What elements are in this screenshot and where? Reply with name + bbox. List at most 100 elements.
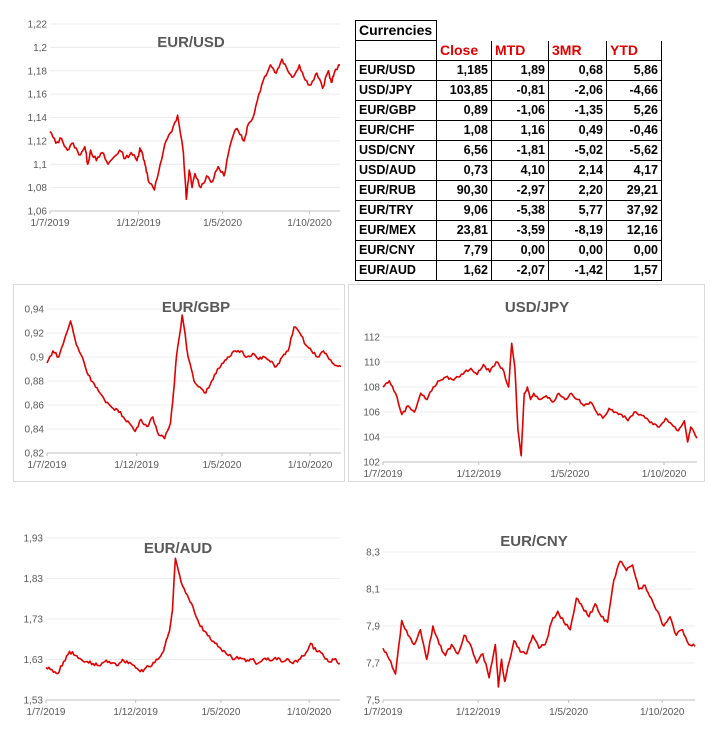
row-close: 0,89 xyxy=(436,100,492,121)
row-ytd: -4,66 xyxy=(606,80,662,101)
y-tick-label: 1,08 xyxy=(28,183,48,194)
x-tick-label: 1/7/2019 xyxy=(28,460,67,471)
chart-panel-eur-cny: 7,5 7,7 7,9 8,1 8,3 1/7/2019 1/12/2019 1/5/2020… xyxy=(348,525,705,730)
x-tick-label: 1/10/2020 xyxy=(287,218,332,229)
row-close: 103,85 xyxy=(436,80,492,101)
row-pair: EUR/CNY xyxy=(355,240,437,261)
y-tick-label: 7,9 xyxy=(366,622,380,633)
table-header-ytd: YTD xyxy=(606,40,662,61)
row-mtd: 0,00 xyxy=(491,240,549,261)
y-tick-label: 1,16 xyxy=(28,90,48,101)
chart-panel-eur-gbp: 0,82 0,84 0,86 0,88 0,9 0,92 0,94 1/7/2019 1/12/… xyxy=(13,284,345,482)
chart-eur-aud: 1,53 1,63 1,73 1,83 1,93 1/7/2019 1/12/2019 1/5… xyxy=(24,534,341,718)
table-row: EUR/CNY 7,79 0,00 0,00 0,00 xyxy=(355,240,662,261)
table-row: EUR/USD 1,185 1,89 0,68 5,86 xyxy=(355,60,662,81)
x-tick-label: 1/12/2019 xyxy=(457,469,502,480)
chart-title: EUR/AUD xyxy=(144,540,213,557)
row-ytd: -5,62 xyxy=(606,140,662,161)
table-header-3mr: 3MR xyxy=(548,40,607,61)
table-row: EUR/AUD 1,62 -2,07 -1,42 1,57 xyxy=(355,260,662,281)
x-tick-label: 1/7/2019 xyxy=(364,469,403,480)
series-line-eurcny xyxy=(382,560,696,688)
row-mtd: 1,16 xyxy=(491,120,549,141)
y-tick-label: 0,82 xyxy=(25,449,45,460)
series-line-eurgbp xyxy=(46,314,342,440)
chart-panel-usd-jpy: 102 104 106 108 110 112 1/7/2019 1/12/2019 1/5/2… xyxy=(348,284,705,482)
chart-eur-cny: 7,5 7,7 7,9 8,1 8,3 1/7/2019 1/12/2019 1/5/2020… xyxy=(364,533,696,718)
y-tick-label: 1,18 xyxy=(28,66,48,77)
row-pair: USD/JPY xyxy=(355,80,437,101)
row-pair: EUR/MEX xyxy=(355,220,437,241)
row-close: 1,08 xyxy=(436,120,492,141)
y-tick-label: 108 xyxy=(363,383,380,394)
row-close: 7,79 xyxy=(436,240,492,261)
row-3mr: -2,06 xyxy=(548,80,607,101)
chart-title: USD/JPY xyxy=(505,299,569,316)
chart-title: EUR/USD xyxy=(157,34,225,51)
y-tick-label: 0,84 xyxy=(25,425,45,436)
table-title: Currencies xyxy=(355,20,437,41)
row-ytd: 29,21 xyxy=(606,180,662,201)
y-tick-label: 1,93 xyxy=(24,534,44,545)
x-tick-label: 1/12/2019 xyxy=(113,707,158,718)
row-3mr: 5,77 xyxy=(548,200,607,221)
table-header-mtd: MTD xyxy=(491,40,549,61)
y-tick-label: 8,3 xyxy=(366,548,380,559)
y-tick-label: 106 xyxy=(363,408,380,419)
row-mtd: 4,10 xyxy=(491,160,549,181)
y-tick-label: 1,14 xyxy=(28,113,48,124)
row-close: 23,81 xyxy=(436,220,492,241)
chart-eur-usd: 1,06 1,08 1,1 1,12 1,14 1,16 1,18 1,2 1,22 1/7/20… xyxy=(28,20,340,229)
row-pair: EUR/RUB xyxy=(355,180,437,201)
table-row: EUR/TRY 9,06 -5,38 5,77 37,92 xyxy=(355,200,662,221)
table-blank-cell xyxy=(606,20,662,41)
y-tick-label: 112 xyxy=(364,333,380,344)
y-tick-label: 110 xyxy=(364,358,380,369)
chart-eur-gbp: 0,82 0,84 0,86 0,88 0,9 0,92 0,94 1/7/2019 1/12/… xyxy=(25,299,342,471)
row-mtd: -0,81 xyxy=(491,80,549,101)
y-tick-label: 0,9 xyxy=(30,353,44,364)
row-3mr: 2,20 xyxy=(548,180,607,201)
row-close: 90,30 xyxy=(436,180,492,201)
table-row: EUR/MEX 23,81 -3,59 -8,19 12,16 xyxy=(355,220,662,241)
y-tick-label: 1,83 xyxy=(24,574,44,585)
row-3mr: -5,02 xyxy=(548,140,607,161)
y-tick-label: 1,1 xyxy=(33,160,47,171)
y-tick-label: 7,5 xyxy=(366,696,380,707)
row-close: 1,185 xyxy=(436,60,492,81)
x-tick-label: 1/5/2020 xyxy=(201,707,240,718)
series-line-usdjpy xyxy=(382,342,698,457)
row-ytd: 1,57 xyxy=(606,260,662,281)
y-tick-label: 1,2 xyxy=(33,43,47,54)
row-ytd: 37,92 xyxy=(606,200,662,221)
x-tick-label: 1/10/2020 xyxy=(288,460,333,471)
x-tick-label: 1/5/2020 xyxy=(203,218,242,229)
y-tick-label: 1,06 xyxy=(28,207,48,218)
row-ytd: 12,16 xyxy=(606,220,662,241)
x-tick-label: 1/7/2019 xyxy=(31,218,70,229)
row-ytd: 4,17 xyxy=(606,160,662,181)
row-ytd: 5,86 xyxy=(606,60,662,81)
row-pair: EUR/TRY xyxy=(355,200,437,221)
x-tick-label: 1/10/2020 xyxy=(287,707,332,718)
y-tick-label: 1,12 xyxy=(28,136,48,147)
row-3mr: -1,42 xyxy=(548,260,607,281)
row-ytd: 0,00 xyxy=(606,240,662,261)
y-tick-label: 7,7 xyxy=(366,659,380,670)
row-ytd: 5,26 xyxy=(606,100,662,121)
y-tick-label: 104 xyxy=(363,433,380,444)
row-pair: USD/AUD xyxy=(355,160,437,181)
x-tick-label: 1/5/2020 xyxy=(549,707,588,718)
row-ytd: -0,46 xyxy=(606,120,662,141)
table-body: EUR/USD 1,185 1,89 0,68 5,86 USD/JPY 103,85 -0… xyxy=(355,60,662,281)
x-tick-label: 1/7/2019 xyxy=(364,707,403,718)
row-close: 9,06 xyxy=(436,200,492,221)
y-tick-label: 0,86 xyxy=(25,401,45,412)
row-mtd: -2,07 xyxy=(491,260,549,281)
row-mtd: -1,06 xyxy=(491,100,549,121)
row-mtd: -3,59 xyxy=(491,220,549,241)
row-pair: EUR/USD xyxy=(355,60,437,81)
row-3mr: 2,14 xyxy=(548,160,607,181)
y-tick-label: 0,94 xyxy=(25,305,45,316)
table-header-close: Close xyxy=(436,40,492,61)
